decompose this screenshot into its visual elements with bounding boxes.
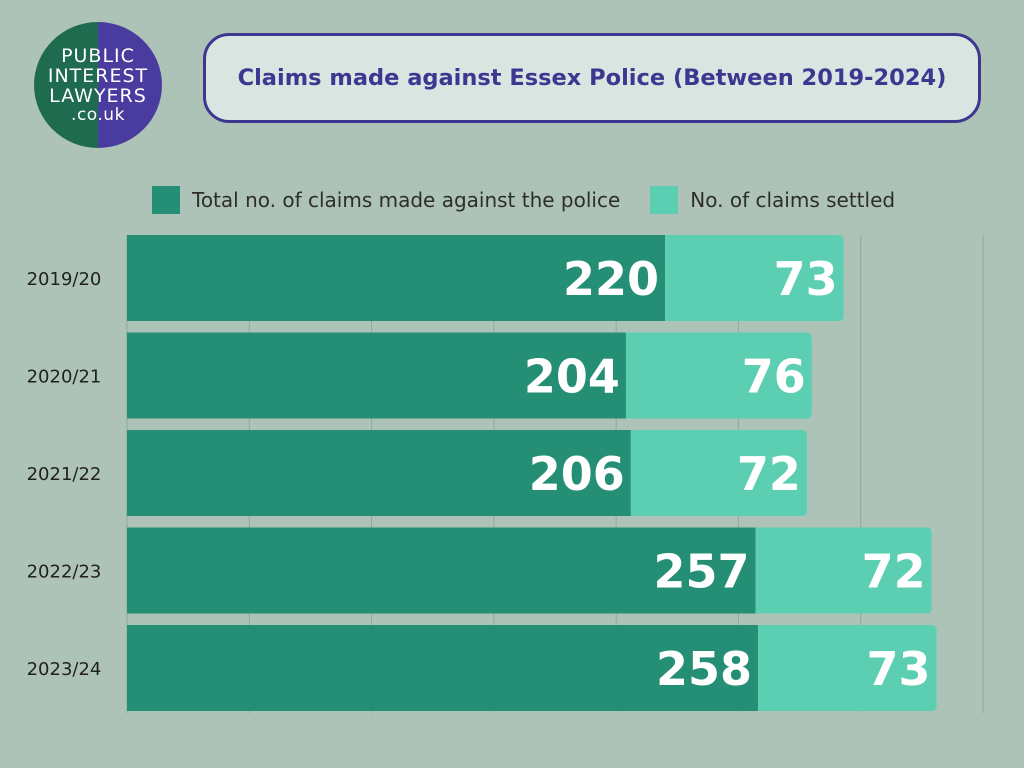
logo-line-3: LAWYERS <box>49 85 147 107</box>
bar-total <box>127 332 626 419</box>
legend-label-settled: No. of claims settled <box>690 188 896 212</box>
value-label-total: 220 <box>563 252 659 306</box>
category-label: 2020/21 <box>27 367 102 388</box>
bar-total <box>127 235 666 321</box>
legend-swatch-total <box>152 186 180 214</box>
value-label-total: 258 <box>656 642 752 696</box>
bar-settled <box>755 527 932 614</box>
value-label-settled: 73 <box>867 642 931 696</box>
logo: PUBLIC INTEREST LAWYERS .co.uk <box>34 22 162 148</box>
value-label-settled: 73 <box>774 252 838 306</box>
logo-line-2: INTEREST <box>47 65 149 87</box>
logo-line-1: PUBLIC <box>61 45 135 67</box>
value-label-settled: 72 <box>737 447 801 501</box>
logo-line-4: .co.uk <box>71 105 125 125</box>
bar-settled <box>630 430 807 516</box>
category-label: 2022/23 <box>27 562 102 583</box>
bar-total <box>127 625 758 711</box>
legend-swatch-settled <box>650 186 679 214</box>
bar-settled <box>757 625 937 711</box>
bar-total <box>127 527 756 614</box>
category-label: 2021/22 <box>27 464 102 485</box>
bar-settled <box>625 332 812 419</box>
value-label-settled: 76 <box>742 350 806 404</box>
value-label-settled: 72 <box>862 545 926 599</box>
legend: Total no. of claims made against the pol… <box>152 184 895 216</box>
legend-label-total: Total no. of claims made against the pol… <box>192 188 621 212</box>
legend-item-total: Total no. of claims made against the pol… <box>152 186 620 214</box>
category-label: 2023/24 <box>27 659 102 680</box>
value-label-total: 204 <box>524 350 620 404</box>
category-label: 2019/20 <box>27 269 102 290</box>
value-label-total: 257 <box>654 545 750 599</box>
legend-item-settled: No. of claims settled <box>650 186 895 214</box>
bar-settled <box>665 235 844 321</box>
bar-total <box>127 430 631 516</box>
title-box: Claims made against Essex Police (Betwee… <box>203 33 981 123</box>
value-label-total: 206 <box>529 447 625 501</box>
chart-title: Claims made against Essex Police (Betwee… <box>237 65 947 91</box>
